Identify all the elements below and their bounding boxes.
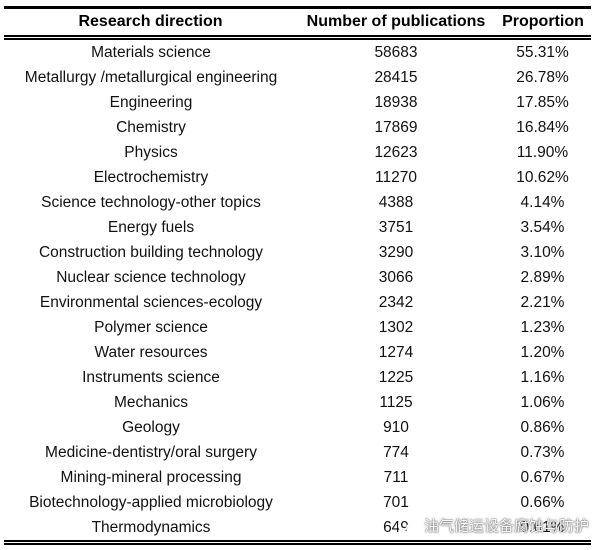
research-direction: Construction building technology [38, 243, 264, 261]
watermark: 油气储运设备腐蚀与防护 [397, 515, 589, 536]
table-row: Physics 12623 11.90% [4, 140, 591, 165]
table-row: Instruments science 1225 1.16% [4, 365, 591, 390]
table-row: Chemistry 17869 16.84% [4, 115, 591, 140]
header-cell: Proportion [493, 7, 591, 38]
proportion: 0.61% [520, 518, 565, 536]
publication-count: 12623 [374, 143, 418, 161]
publication-count: 1125 [379, 393, 413, 411]
publication-count: 711 [383, 468, 409, 486]
publication-count: 774 [383, 443, 409, 461]
proportion: 10.62% [516, 168, 569, 186]
proportion: 55.31% [516, 43, 569, 61]
research-direction: Mechanics [113, 393, 189, 411]
proportion: 0.67% [520, 468, 565, 486]
header-row: Research direction Number of publications… [4, 7, 591, 38]
publication-count: 649 [383, 518, 409, 536]
table-row: Metallurgy /metallurgical engineering 284… [4, 65, 591, 90]
research-direction: Environmental sciences-ecology [39, 293, 263, 311]
table-row: Thermodynamics 649 0.61% [4, 515, 591, 543]
table-body: Materials science 58683 55.31% Metallurgy /… [4, 38, 591, 543]
research-direction: Energy fuels [107, 218, 195, 236]
proportion: 0.66% [520, 493, 565, 511]
publication-count: 2342 [378, 293, 414, 311]
publication-count: 4388 [378, 193, 414, 211]
proportion: 1.06% [520, 393, 565, 411]
research-direction: Chemistry [116, 118, 186, 136]
publication-count: 3066 [378, 268, 414, 286]
publication-count: 18938 [374, 93, 418, 111]
publication-table: Research direction Number of publications… [4, 6, 591, 545]
publication-count: 3290 [378, 243, 414, 261]
proportion: 17.85% [516, 93, 569, 111]
table-row: Mining-mineral processing 711 0.67% [4, 465, 591, 490]
table-row: Water resources 1274 1.20% [4, 340, 591, 365]
table-row: Energy fuels 3751 3.54% [4, 215, 591, 240]
proportion: 16.84% [516, 118, 569, 136]
research-direction: Nuclear science technology [56, 268, 246, 286]
table-row: Construction building technology 3290 3.10… [4, 240, 591, 265]
header-cell: Number of publications [297, 7, 494, 38]
table-row: Nuclear science technology 3066 2.89% [4, 265, 591, 290]
header-cell: Research direction [78, 13, 223, 30]
research-direction: Geology [122, 418, 180, 436]
publication-count: 1274 [378, 343, 414, 361]
publication-count: 910 [383, 418, 409, 436]
publication-count: 1302 [378, 318, 414, 336]
publication-count: 1225 [378, 368, 414, 386]
research-direction: Physics [124, 143, 178, 161]
proportion: 2.89% [520, 268, 565, 286]
table-row: Geology 910 0.86% [4, 415, 591, 440]
proportion: 1.23% [520, 318, 565, 336]
table-row: Materials science 58683 55.31% [4, 38, 591, 66]
proportion: 1.20% [520, 343, 565, 361]
research-direction: Engineering [109, 93, 193, 111]
research-direction: Water resources [94, 343, 208, 361]
proportion: 2.21% [520, 293, 565, 311]
table-row: Polymer science 1302 1.23% [4, 315, 591, 340]
research-direction: Science technology-other topics [41, 193, 261, 211]
table-row: Mechanics 1125 1.06% [4, 390, 591, 415]
publication-count: 11270 [375, 168, 417, 186]
proportion: 26.78% [516, 68, 569, 86]
research-direction: Instruments science [82, 368, 220, 386]
table-row: Engineering 18938 17.85% [4, 90, 591, 115]
research-direction: Biotechnology-applied microbiology [29, 493, 273, 511]
proportion: 0.86% [520, 418, 565, 436]
proportion: 3.10% [520, 243, 565, 261]
watermark-icon [397, 517, 420, 534]
research-direction: Metallurgy /metallurgical engineering [24, 68, 278, 86]
proportion: 0.73% [520, 443, 565, 461]
research-direction: Electrochemistry [93, 168, 209, 186]
publication-count: 58683 [374, 43, 418, 61]
publication-count: 701 [383, 493, 409, 511]
table-row: Medicine-dentistry/oral surgery 774 0.73% [4, 440, 591, 465]
proportion: 3.54% [520, 218, 565, 236]
publication-count: 3751 [378, 218, 414, 236]
research-direction: Mining-mineral processing [60, 468, 242, 486]
proportion: 4.14% [520, 193, 565, 211]
table-row: Electrochemistry 11270 10.62% [4, 165, 591, 190]
research-direction: Thermodynamics [91, 518, 211, 536]
proportion: 11.90% [516, 143, 569, 161]
research-direction: Materials science [91, 43, 211, 61]
watermark-text: 油气储运设备腐蚀与防护 [423, 518, 589, 535]
table-row: Science technology-other topics 4388 4.14% [4, 190, 591, 215]
research-direction: Polymer science [94, 318, 208, 336]
table-row: Biotechnology-applied microbiology 701 0.6… [4, 490, 591, 515]
research-direction: Medicine-dentistry/oral surgery [45, 443, 257, 461]
proportion: 1.16% [520, 368, 565, 386]
publication-count: 17869 [374, 118, 418, 136]
publication-count: 28415 [374, 68, 418, 86]
table-row: Environmental sciences-ecology 2342 2.21% [4, 290, 591, 315]
